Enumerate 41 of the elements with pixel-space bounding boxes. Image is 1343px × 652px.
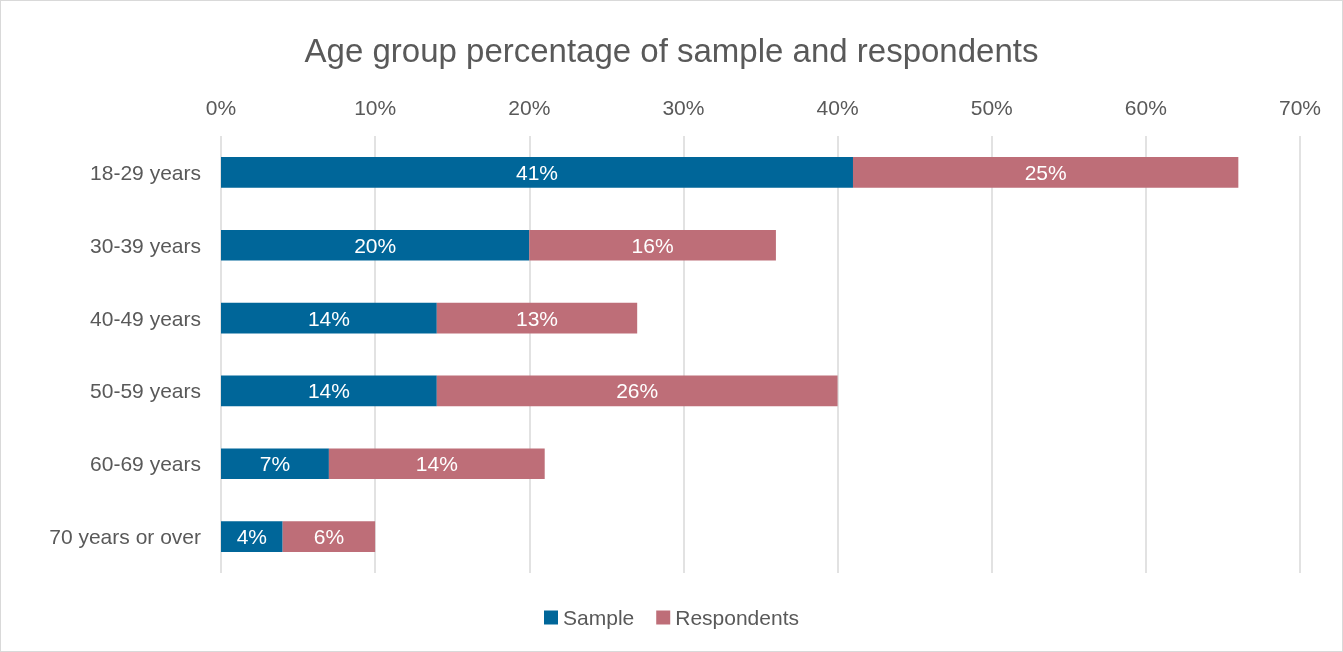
bar: [436, 375, 838, 407]
bar: [221, 229, 530, 261]
legend-label: Respondents: [675, 606, 799, 629]
data-label: 14%: [307, 379, 350, 403]
y-tick-label: 60-69 years: [90, 452, 201, 476]
y-tick-label: 18-29 years: [90, 160, 201, 184]
bar: [221, 157, 853, 188]
data-label: 14%: [307, 306, 350, 330]
bar: [221, 448, 329, 480]
x-tick-label: 40%: [816, 96, 859, 119]
legend-label: Sample: [563, 606, 635, 629]
x-tick-label: 70%: [1278, 96, 1322, 119]
data-label: 16%: [631, 233, 674, 257]
chart-title: Age group percentage of sample and respondents: [304, 32, 1039, 69]
data-label: 7%: [259, 452, 291, 476]
bar: [221, 302, 437, 334]
x-tick-label: 50%: [970, 96, 1013, 119]
data-label: 14%: [415, 452, 458, 476]
data-label: 20%: [354, 233, 397, 257]
bar: [221, 521, 283, 552]
x-tick-label: 30%: [662, 96, 705, 119]
data-label: 41%: [515, 160, 559, 184]
bar: [221, 375, 437, 407]
x-tick-label: 0%: [205, 96, 237, 119]
y-tick-label: 50-59 years: [90, 379, 201, 403]
y-tick-label: 40-49 years: [90, 306, 201, 330]
data-label: 26%: [616, 379, 659, 403]
y-tick-label: 70 years or over: [49, 525, 201, 549]
y-tick-label: 30-39 years: [90, 233, 201, 257]
x-tick-label: 60%: [1124, 96, 1167, 119]
data-label: 4%: [236, 525, 268, 549]
bar: [328, 448, 545, 480]
bar: [282, 521, 376, 552]
bar: [529, 229, 776, 261]
bar: [852, 157, 1239, 188]
x-tick-label: 20%: [508, 96, 551, 119]
data-label: 13%: [515, 306, 559, 330]
x-tick-label: 10%: [354, 96, 397, 119]
data-label: 6%: [313, 525, 345, 549]
data-label: 25%: [1024, 160, 1067, 184]
bar: [436, 302, 638, 334]
